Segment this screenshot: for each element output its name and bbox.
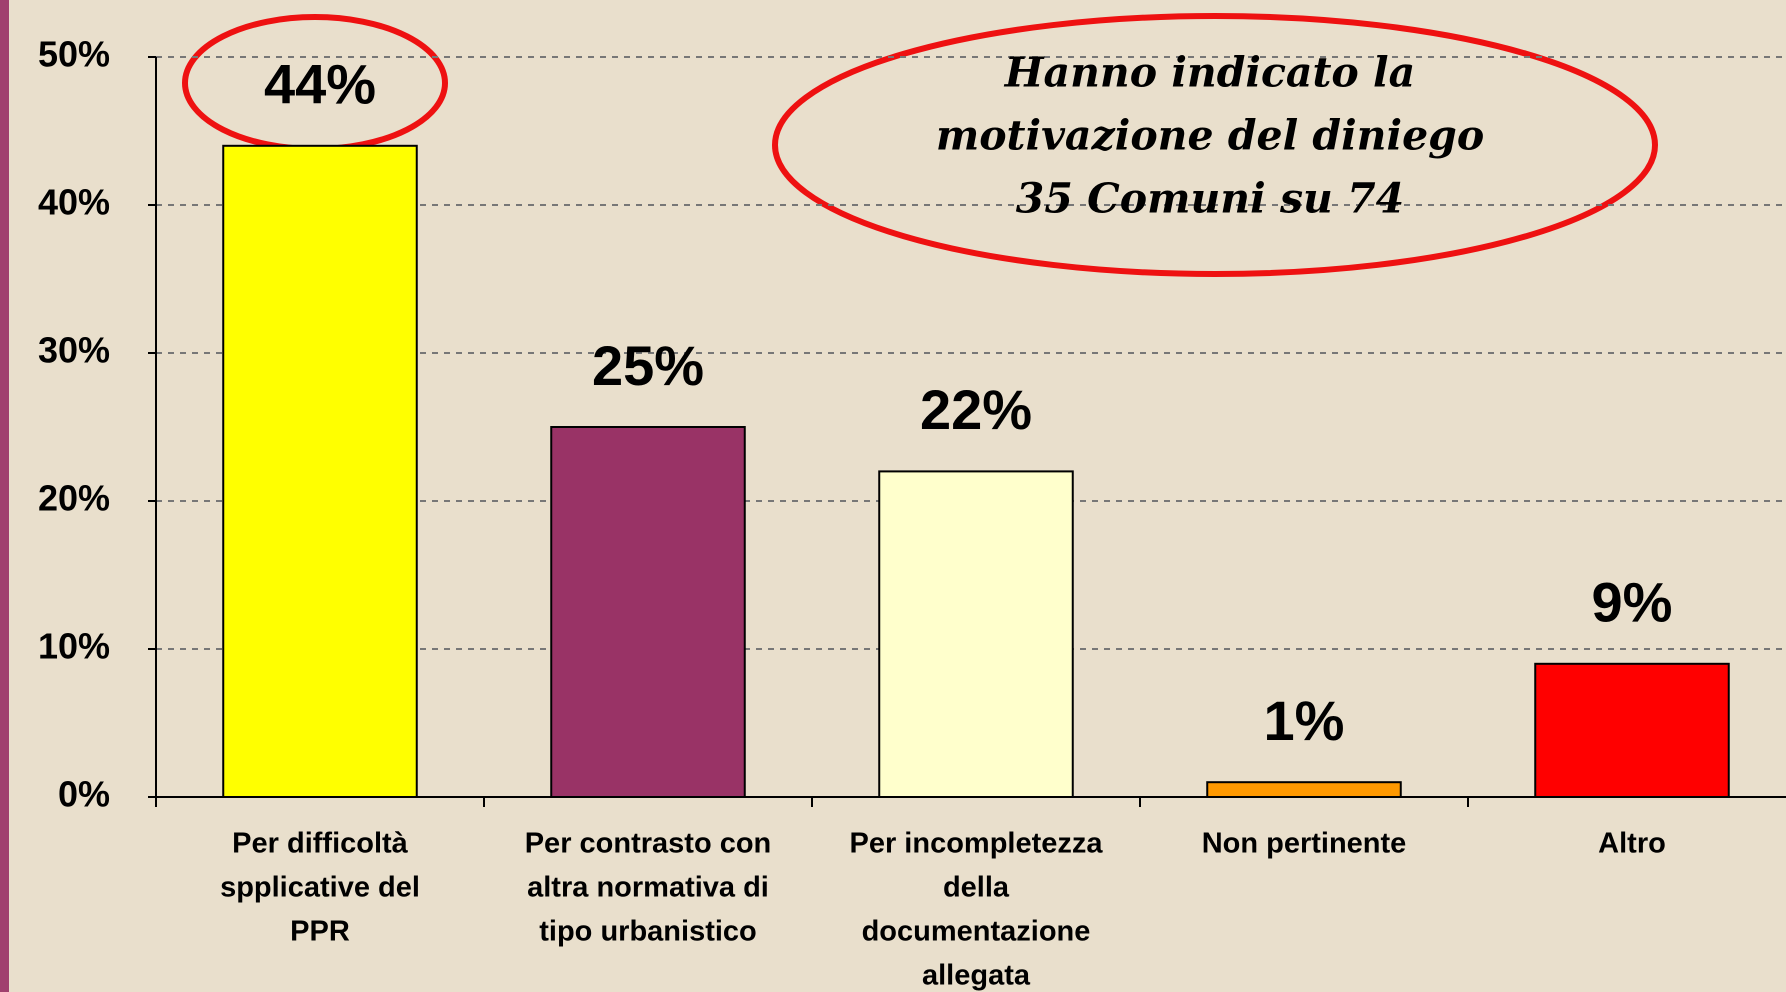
y-tick-label: 50% xyxy=(38,34,110,75)
y-tick-label: 20% xyxy=(38,478,110,519)
y-tick-label: 30% xyxy=(38,330,110,371)
bar xyxy=(878,470,1074,798)
value-label: 44% xyxy=(264,53,376,116)
value-label: 9% xyxy=(1592,571,1673,634)
annotation-ellipse xyxy=(772,13,1658,277)
x-tick-label: Altro xyxy=(1598,828,1666,860)
value-label: 22% xyxy=(920,378,1032,441)
bar xyxy=(222,144,418,799)
x-tick-label: tipo urbanistico xyxy=(539,916,757,948)
x-tick-label: Per difficoltà xyxy=(232,828,409,860)
bar xyxy=(1206,781,1402,799)
value-label: 1% xyxy=(1264,689,1345,752)
y-tick-label: 40% xyxy=(38,182,110,223)
value-label: 25% xyxy=(592,334,704,397)
x-tick-label: Per contrasto con xyxy=(525,828,772,860)
x-tick-label: documentazione xyxy=(862,916,1091,948)
annotation: Hanno indicato la xyxy=(1004,49,1415,97)
x-tick-label: della xyxy=(943,872,1010,904)
x-tick-label: Non pertinente xyxy=(1202,828,1407,860)
y-tick-label: 0% xyxy=(58,774,110,815)
left-stripe xyxy=(0,0,9,992)
x-tick-label: allegata xyxy=(922,960,1031,992)
x-tick-label: altra normativa di xyxy=(527,872,769,904)
annotation: 35 Comuni su 74 xyxy=(1016,175,1404,223)
x-tick-label: PPR xyxy=(290,916,350,948)
y-tick-label: 10% xyxy=(38,626,110,667)
bar xyxy=(550,426,746,798)
annotation: motivazione del diniego xyxy=(936,112,1484,160)
x-tick-label: Per incompletezza xyxy=(849,828,1103,860)
x-tick-label: spplicative del xyxy=(220,872,420,904)
bar xyxy=(1534,662,1730,798)
